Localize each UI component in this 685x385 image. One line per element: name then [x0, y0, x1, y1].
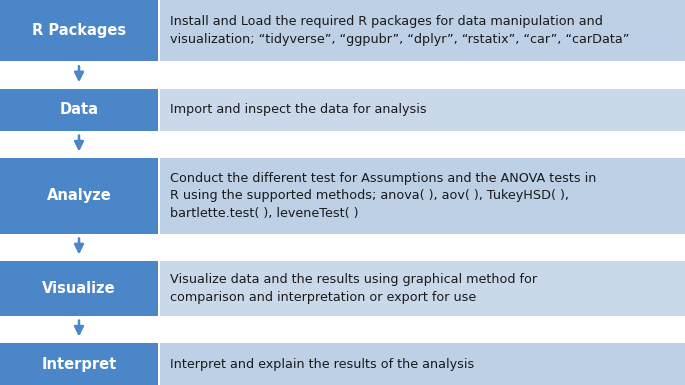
Text: Interpret: Interpret: [41, 357, 116, 372]
Bar: [160, 261, 685, 316]
Text: Visualize data and the results using graphical method for
comparison and interpr: Visualize data and the results using gra…: [170, 273, 537, 304]
Bar: [0, 343, 158, 385]
Text: Import and inspect the data for analysis: Import and inspect the data for analysis: [170, 103, 427, 116]
Text: Visualize: Visualize: [42, 281, 116, 296]
Text: Conduct the different test for Assumptions and the ANOVA tests in
R using the su: Conduct the different test for Assumptio…: [170, 172, 597, 220]
Text: Analyze: Analyze: [47, 189, 112, 203]
Bar: [0, 158, 158, 234]
Text: Install and Load the required R packages for data manipulation and
visualization: Install and Load the required R packages…: [170, 15, 630, 46]
Bar: [160, 0, 685, 61]
Bar: [160, 343, 685, 385]
Text: Data: Data: [60, 102, 99, 117]
Bar: [160, 89, 685, 131]
Bar: [0, 89, 158, 131]
Text: R Packages: R Packages: [32, 23, 126, 38]
Bar: [0, 261, 158, 316]
Bar: [0, 0, 158, 61]
Text: Interpret and explain the results of the analysis: Interpret and explain the results of the…: [170, 358, 474, 371]
Bar: [160, 158, 685, 234]
